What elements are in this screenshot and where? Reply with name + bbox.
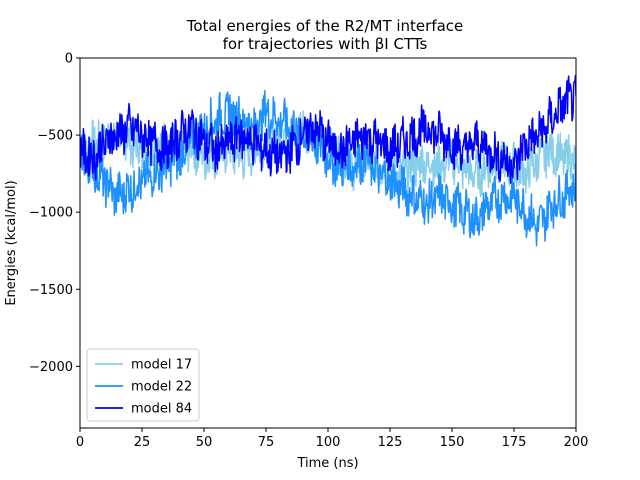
x-tick-label: 200: [564, 435, 589, 450]
x-tick-label: 125: [378, 435, 403, 450]
series-group: [80, 74, 576, 247]
x-tick-label: 75: [258, 435, 275, 450]
x-tick-label: 50: [196, 435, 213, 450]
x-axis: 0 25 50 75 100 125 150 175 200: [76, 428, 589, 450]
y-tick-label: −1500: [29, 283, 73, 298]
x-tick-label: 0: [76, 435, 84, 450]
x-tick-label: 150: [440, 435, 465, 450]
x-axis-label: Time (ns): [296, 456, 358, 471]
y-tick-label: −500: [37, 129, 73, 144]
y-axis: 0 −500 −1000 −1500 −2000: [29, 52, 80, 375]
y-tick-label: −2000: [29, 360, 73, 375]
legend-box: [86, 348, 200, 422]
series-line-model-22: [80, 89, 576, 247]
y-tick-label: −1000: [29, 206, 73, 221]
x-tick-label: 25: [134, 435, 151, 450]
series-line-model-84: [80, 74, 576, 184]
chart-title-line2: for trajectories with βI CTTs: [223, 35, 428, 53]
legend-label: model 22: [131, 380, 192, 395]
legend-label: model 17: [131, 358, 192, 373]
y-axis-label: Energies (kcal/mol): [4, 180, 19, 305]
x-tick-label: 175: [502, 435, 527, 450]
x-tick-label: 100: [316, 435, 341, 450]
legend-label: model 84: [131, 402, 192, 417]
chart-title-line1: Total energies of the R2/MT interface: [186, 17, 464, 35]
y-tick-label: 0: [65, 52, 73, 67]
legend: model 17 model 22 model 84: [86, 348, 200, 422]
